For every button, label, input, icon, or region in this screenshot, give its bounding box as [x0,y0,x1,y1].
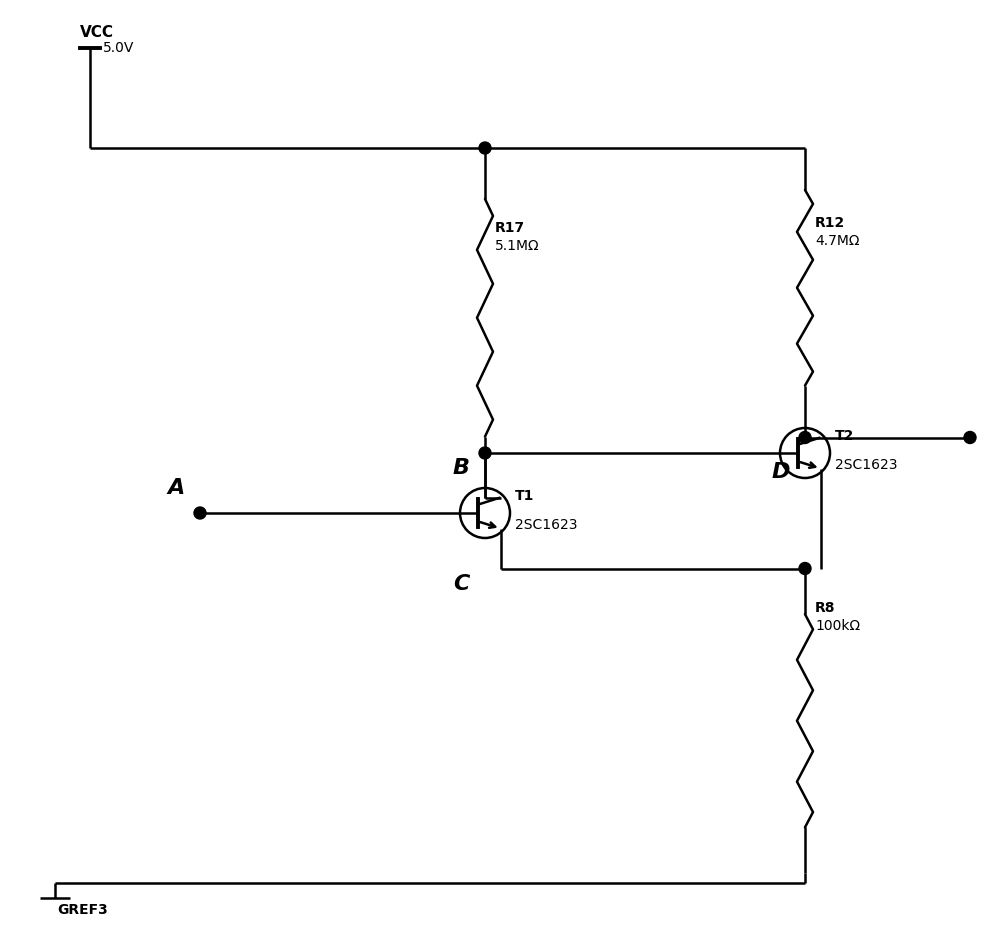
Text: A: A [168,478,185,498]
Text: 100kΩ: 100kΩ [815,620,860,634]
Circle shape [479,447,491,459]
Text: C: C [454,574,470,593]
Text: R17: R17 [495,221,525,235]
Circle shape [964,431,976,443]
Circle shape [194,507,206,519]
Text: D: D [772,463,790,482]
Text: 5.0V: 5.0V [103,41,134,55]
Circle shape [799,431,811,443]
Text: VCC: VCC [80,25,114,40]
Text: 5.1MΩ: 5.1MΩ [495,239,540,253]
Circle shape [799,563,811,575]
Text: 4.7MΩ: 4.7MΩ [815,234,860,248]
Text: T2: T2 [835,429,854,443]
Text: T1: T1 [515,489,534,503]
Circle shape [479,142,491,154]
Text: GREF3: GREF3 [57,903,108,917]
Text: R8: R8 [815,602,836,616]
Text: 2SC1623: 2SC1623 [515,518,578,532]
Text: B: B [453,458,470,478]
Text: R12: R12 [815,216,845,230]
Text: 2SC1623: 2SC1623 [835,458,898,472]
